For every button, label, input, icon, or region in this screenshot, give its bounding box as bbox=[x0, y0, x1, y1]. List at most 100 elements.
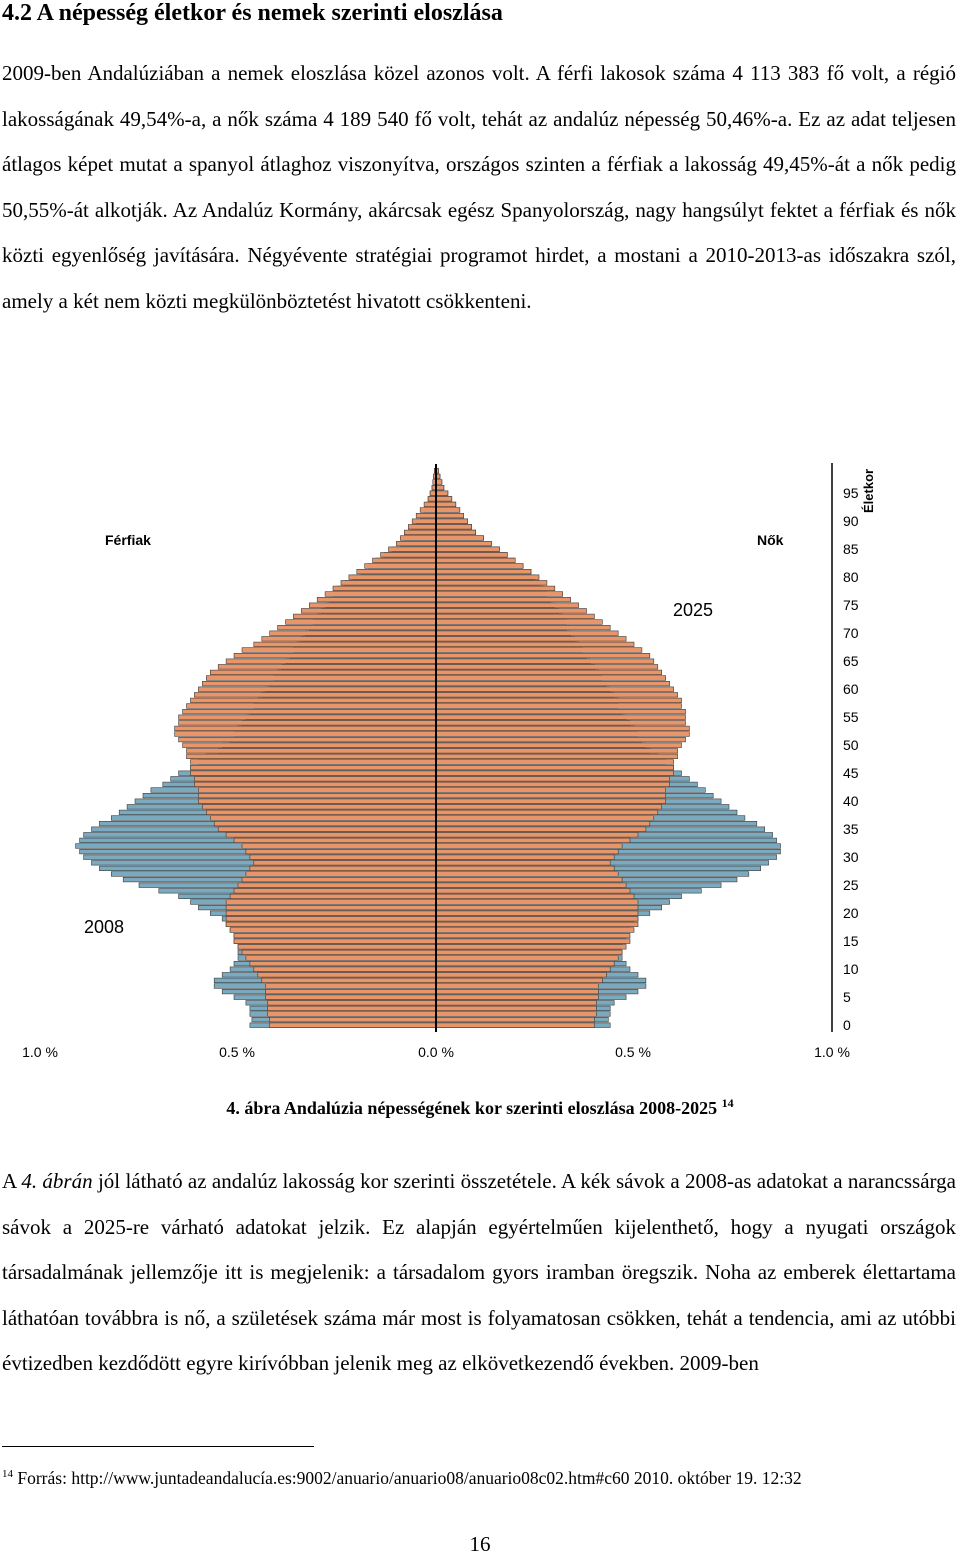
legend-female-label: Nők bbox=[757, 532, 784, 548]
bar-2025-male-age-23 bbox=[229, 893, 437, 900]
bar-2025-female-age-2 bbox=[435, 1011, 597, 1017]
bar-2025-male-age-3 bbox=[267, 1005, 437, 1011]
figure-reference: 4. ábrán bbox=[21, 1169, 93, 1193]
bar-2025-male-age-39 bbox=[202, 804, 437, 810]
bar-2025-male-age-82 bbox=[364, 563, 437, 569]
age-tick-60: 60 bbox=[843, 681, 859, 697]
bar-2025-male-age-14 bbox=[237, 944, 437, 950]
bar-2025-male-age-93 bbox=[423, 501, 437, 507]
bar-2025-male-age-5 bbox=[265, 994, 437, 1000]
bar-2025-female-age-31 bbox=[435, 848, 619, 855]
bar-2025-female-age-79 bbox=[435, 580, 548, 586]
bar-2025-male-age-11 bbox=[249, 960, 437, 967]
bar-2025-male-age-88 bbox=[403, 529, 437, 535]
age-tick-5: 5 bbox=[843, 989, 851, 1005]
bar-2025-male-age-55 bbox=[178, 714, 437, 720]
bar-2025-male-age-34 bbox=[225, 832, 437, 838]
bar-2025-male-age-27 bbox=[245, 871, 437, 877]
bar-2025-male-age-94 bbox=[427, 496, 437, 502]
x-tick-0: 1.0 % bbox=[22, 1044, 58, 1060]
bar-2025-male-age-37 bbox=[210, 815, 437, 821]
bar-2025-male-age-28 bbox=[249, 865, 437, 872]
bar-2025-male-age-2 bbox=[267, 1011, 437, 1017]
bar-2025-male-age-9 bbox=[257, 972, 437, 978]
bar-2025-female-age-29 bbox=[435, 860, 611, 866]
bar-2025-female-age-76 bbox=[435, 597, 571, 603]
bar-2025-male-age-74 bbox=[301, 608, 437, 614]
bar-2025-female-age-71 bbox=[435, 625, 611, 631]
series-label-2025: 2025 bbox=[673, 600, 713, 620]
bar-2025-female-age-89 bbox=[435, 524, 472, 530]
bar-2025-female-age-63 bbox=[435, 669, 662, 676]
bar-2025-female-age-62 bbox=[435, 675, 666, 681]
bar-2025-female-age-3 bbox=[435, 1005, 597, 1011]
bar-2025-male-age-89 bbox=[407, 524, 437, 530]
bar-2025-male-age-22 bbox=[225, 899, 437, 905]
bar-2025-female-age-56 bbox=[435, 709, 686, 715]
bar-2025-female-age-80 bbox=[435, 574, 540, 580]
bar-2025-male-age-0 bbox=[269, 1022, 437, 1028]
bar-2025-female-age-69 bbox=[435, 636, 627, 642]
bar-2025-male-age-49 bbox=[186, 748, 437, 754]
bar-2025-female-age-0 bbox=[435, 1022, 595, 1028]
bar-2025-female-age-1 bbox=[435, 1016, 595, 1023]
bar-2025-male-age-53 bbox=[174, 725, 437, 732]
age-tick-95: 95 bbox=[843, 485, 859, 501]
bar-2025-male-age-79 bbox=[340, 580, 437, 586]
age-tick-labels: 0 5 10 15 20 25 30 35 40 45 50 55 60 65 70 75 80 85 90 95 bbox=[843, 485, 859, 1033]
bar-2025-female-age-77 bbox=[435, 591, 563, 597]
footnote-text: Forrás: http://www.juntadeandalucía.es:9… bbox=[13, 1467, 802, 1488]
bar-2025-female-age-5 bbox=[435, 994, 599, 1000]
bar-2025-female-age-52 bbox=[435, 731, 690, 737]
bar-2025-male-age-13 bbox=[241, 949, 437, 956]
bar-2025-male-age-4 bbox=[267, 1000, 437, 1006]
age-tick-30: 30 bbox=[843, 849, 859, 865]
bar-2025-female-age-12 bbox=[435, 955, 619, 961]
bar-2025-female-age-48 bbox=[435, 753, 678, 760]
bar-2025-female-age-84 bbox=[435, 552, 508, 558]
bar-2025-female-age-47 bbox=[435, 759, 674, 765]
age-tick-80: 80 bbox=[843, 569, 859, 585]
bar-2025-female-age-26 bbox=[435, 876, 623, 883]
bar-2025-female-age-58 bbox=[435, 697, 682, 704]
page-number: 16 bbox=[469, 1532, 491, 1556]
footnote: 14 Forrás: http://www.juntadeandalucía.e… bbox=[2, 1462, 952, 1491]
bar-2025-female-age-28 bbox=[435, 865, 615, 872]
bar-2025-female-age-18 bbox=[435, 921, 639, 928]
bar-2025-female-age-91 bbox=[435, 512, 465, 519]
bar-2025-male-age-26 bbox=[241, 876, 437, 883]
bar-2025-male-age-7 bbox=[265, 983, 437, 989]
bar-2025-female-age-61 bbox=[435, 681, 670, 687]
bar-2025-male-age-18 bbox=[225, 921, 437, 928]
bar-2025-male-age-75 bbox=[308, 602, 437, 608]
bar-2025-male-age-19 bbox=[225, 916, 437, 922]
bar-2025-male-age-90 bbox=[411, 518, 437, 524]
bar-2025-female-age-9 bbox=[435, 972, 607, 978]
bar-2025-male-age-36 bbox=[213, 820, 437, 827]
bar-2025-female-age-92 bbox=[435, 507, 461, 513]
bar-2025-female-age-7 bbox=[435, 983, 599, 989]
bar-2025-male-age-21 bbox=[225, 904, 437, 911]
bar-2025-male-age-84 bbox=[380, 552, 437, 558]
bar-2025-male-age-51 bbox=[178, 736, 437, 743]
bar-2025-female-age-25 bbox=[435, 882, 627, 888]
bar-2025-male-age-41 bbox=[198, 792, 437, 799]
bar-2025-female-age-93 bbox=[435, 501, 457, 507]
bar-2025-female-age-41 bbox=[435, 792, 666, 799]
bar-2025-female-age-83 bbox=[435, 557, 516, 563]
age-tick-25: 25 bbox=[843, 877, 859, 893]
bar-2025-female-age-32 bbox=[435, 843, 623, 849]
bar-2025-male-age-46 bbox=[190, 764, 437, 771]
bar-2025-female-age-4 bbox=[435, 1000, 597, 1006]
bar-2025-female-age-17 bbox=[435, 927, 635, 933]
bar-2025-female-age-49 bbox=[435, 748, 678, 754]
bar-2025-female-age-20 bbox=[435, 910, 639, 916]
bar-2025-female-age-87 bbox=[435, 535, 484, 541]
bar-2025-female-age-40 bbox=[435, 798, 666, 804]
bar-2025-male-age-42 bbox=[198, 787, 437, 793]
bar-2025-female-age-54 bbox=[435, 720, 686, 726]
bar-2025-female-age-88 bbox=[435, 529, 476, 535]
bar-2025-male-age-24 bbox=[233, 888, 437, 894]
bar-2025-female-age-45 bbox=[435, 770, 674, 776]
bar-2025-female-age-57 bbox=[435, 703, 682, 709]
